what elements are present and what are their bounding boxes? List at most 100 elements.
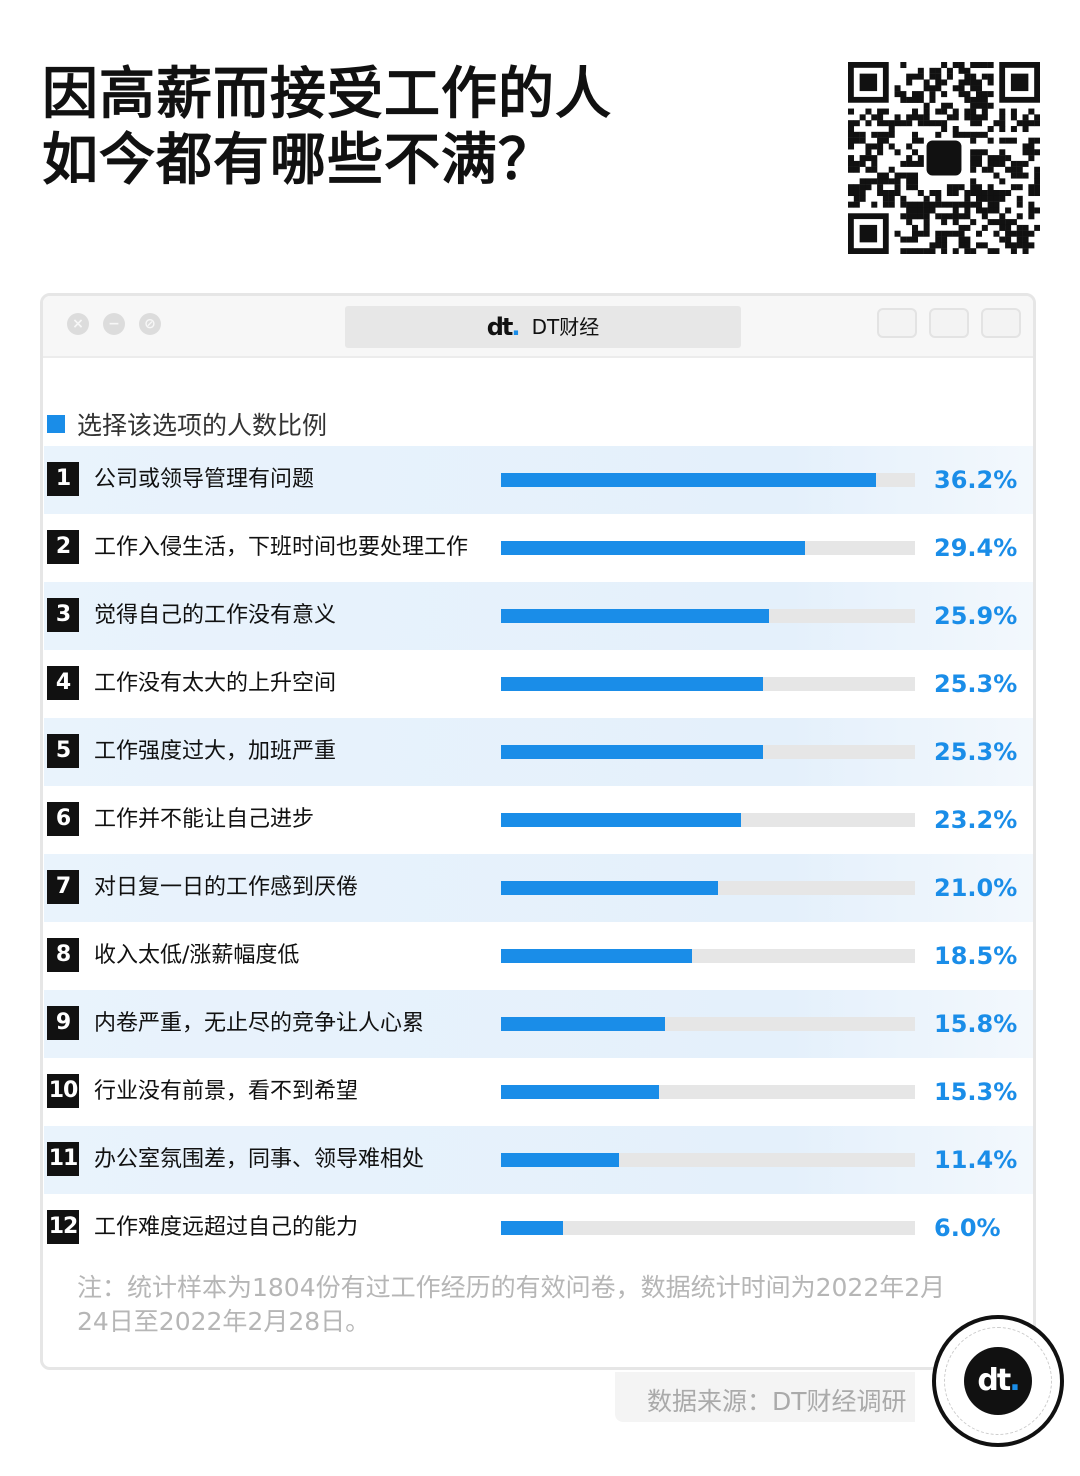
rank-badge: 10 <box>47 1074 79 1108</box>
qr-module <box>888 143 895 150</box>
qr-module <box>900 62 907 69</box>
qr-module <box>888 201 895 208</box>
qr-module <box>964 79 971 86</box>
qr-module <box>987 160 994 167</box>
qr-module <box>859 178 866 185</box>
maximize-icon[interactable]: ⊘ <box>139 313 161 335</box>
qr-module <box>999 149 1006 156</box>
qr-module <box>877 178 884 185</box>
qr-module <box>958 67 965 74</box>
qr-module <box>882 178 889 185</box>
qr-module <box>1028 184 1035 191</box>
qr-module <box>981 213 988 220</box>
home-icon[interactable] <box>929 308 969 338</box>
qr-module <box>958 79 965 86</box>
record-icon[interactable] <box>877 308 917 338</box>
qr-module <box>865 166 872 173</box>
qr-module <box>888 120 895 127</box>
qr-module <box>1022 242 1029 249</box>
bar-track <box>501 745 915 759</box>
qr-module <box>1010 126 1017 133</box>
qr-module <box>964 114 971 121</box>
qr-module <box>958 91 965 98</box>
qr-module <box>993 219 1000 226</box>
qr-module <box>952 207 959 214</box>
qr-module <box>853 131 860 138</box>
qr-module <box>970 114 977 121</box>
qr-module <box>917 67 924 74</box>
qr-module <box>976 102 983 109</box>
value-label: 25.3% <box>934 670 1018 698</box>
qr-module <box>882 201 889 208</box>
qr-module <box>981 166 988 173</box>
address-bar[interactable]: dt. DT财经 <box>345 306 741 348</box>
qr-module <box>853 120 860 127</box>
qr-module <box>1016 160 1023 167</box>
qr-module <box>970 79 977 86</box>
value-label: 15.8% <box>934 1010 1018 1038</box>
qr-module <box>900 96 907 103</box>
qr-module <box>941 62 948 69</box>
qr-module <box>981 149 988 156</box>
qr-module <box>859 190 866 197</box>
bar <box>501 881 719 895</box>
qr-module <box>964 242 971 249</box>
qr-module <box>906 155 913 162</box>
qr-module <box>952 114 959 121</box>
qr-module <box>859 131 866 138</box>
qr-module <box>964 91 971 98</box>
minimize-icon[interactable]: − <box>103 313 125 335</box>
qr-module <box>912 184 919 191</box>
window-title-bar: × − ⊘ dt. DT财经 <box>43 296 1033 358</box>
rank-badge: 8 <box>47 938 79 972</box>
qr-module <box>1016 172 1023 179</box>
qr-module <box>976 62 983 69</box>
qr-module <box>981 131 988 138</box>
qr-module <box>929 120 936 127</box>
bar-track <box>501 813 915 827</box>
qr-module <box>859 155 866 162</box>
bar-track <box>501 609 915 623</box>
badge-ring <box>944 1327 1052 1435</box>
qr-module <box>917 213 924 220</box>
qr-module <box>941 213 948 220</box>
qr-module <box>894 149 901 156</box>
qr-module <box>1022 236 1029 243</box>
qr-module <box>882 120 889 127</box>
qr-module <box>970 73 977 80</box>
qr-module <box>906 96 913 103</box>
qr-module <box>941 102 948 109</box>
close-icon[interactable]: × <box>67 313 89 335</box>
qr-module <box>999 190 1006 197</box>
qr-module <box>987 219 994 226</box>
windows-icon[interactable] <box>981 308 1021 338</box>
qr-module <box>970 149 977 156</box>
qr-module <box>917 91 924 98</box>
qr-module <box>1010 184 1017 191</box>
bar <box>501 609 770 623</box>
qr-module <box>1010 160 1017 167</box>
category-label: 公司或领导管理有问题 <box>94 467 315 492</box>
category-label: 行业没有前景，看不到希望 <box>94 1079 359 1104</box>
qr-module <box>917 248 924 254</box>
qr-module <box>859 137 866 144</box>
qr-module <box>976 120 983 127</box>
qr-module <box>923 230 930 237</box>
qr-module <box>906 79 913 86</box>
qr-module <box>1005 207 1012 214</box>
qr-module <box>1022 224 1029 231</box>
qr-module <box>906 236 913 243</box>
qr-module <box>987 201 994 208</box>
qr-module <box>941 236 948 243</box>
chart-row: 5 工作强度过大，加班严重 25.3% <box>44 718 1033 786</box>
qr-module <box>912 149 919 156</box>
chart-row: 12 工作难度远超过自己的能力 6.0% <box>44 1194 1033 1262</box>
qr-module <box>871 166 878 173</box>
qr-module <box>1034 178 1040 185</box>
chart-row: 9 内卷严重，无止尽的竞争让人心累 15.8% <box>44 990 1033 1058</box>
value-label: 18.5% <box>934 942 1018 970</box>
qr-module <box>1005 224 1012 231</box>
qr-module <box>1028 207 1035 214</box>
qr-module <box>894 172 901 179</box>
qr-module <box>929 96 936 103</box>
